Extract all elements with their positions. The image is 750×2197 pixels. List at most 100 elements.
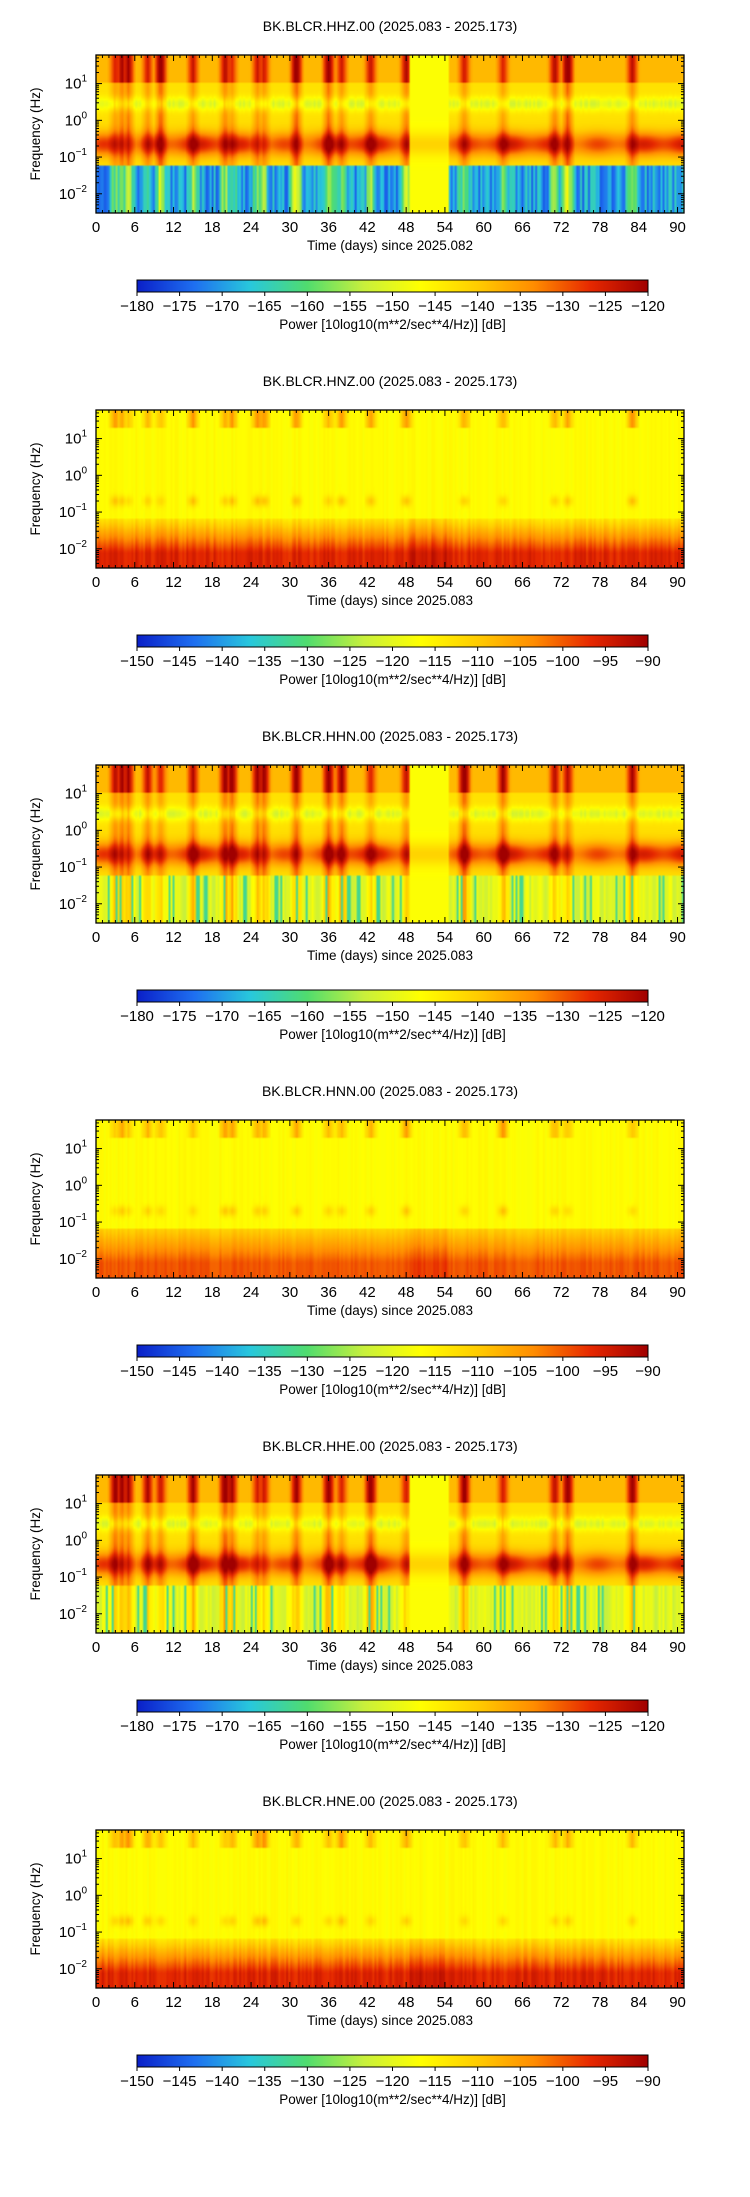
x-tick-label: 6 xyxy=(131,219,139,236)
colorbar-tick-label: −120 xyxy=(376,653,410,670)
x-tick-label: 36 xyxy=(320,574,337,591)
colorbar-tick-label: −125 xyxy=(589,1008,623,1025)
colorbar-tick-label: −165 xyxy=(248,1008,282,1025)
colorbar-label: Power [10log10(m**2/sec**4/Hz)] [dB] xyxy=(279,672,506,687)
y-tick-label: 10−2 xyxy=(59,1604,88,1623)
colorbar-tick-label: −165 xyxy=(248,1718,282,1735)
y-tick-label: 10−2 xyxy=(59,184,88,203)
x-tick-label: 0 xyxy=(92,1284,100,1301)
colorbar-tick-label: −160 xyxy=(290,1718,324,1735)
y-axis-label: Frequency (Hz) xyxy=(28,1507,43,1600)
y-tick-label: 10−2 xyxy=(59,539,88,558)
colorbar-tick-label: −120 xyxy=(631,298,665,315)
panel-title: BK.BLCR.HHE.00 (2025.083 - 2025.173) xyxy=(262,1438,517,1454)
colorbar-tick-label: −175 xyxy=(163,1008,197,1025)
x-axis-label: Time (days) since 2025.083 xyxy=(307,1658,473,1673)
x-tick-label: 18 xyxy=(204,574,221,591)
y-axis-label: Frequency (Hz) xyxy=(28,1152,43,1245)
colorbar-tick-label: −175 xyxy=(163,1718,197,1735)
x-tick-label: 90 xyxy=(669,1639,686,1656)
x-tick-label: 30 xyxy=(282,1284,299,1301)
plot-frame xyxy=(95,409,685,569)
colorbar-tick-label: −145 xyxy=(418,298,452,315)
colorbar xyxy=(136,1344,649,1358)
colorbar-tick-label: −120 xyxy=(631,1008,665,1025)
colorbar-tick-label: −180 xyxy=(120,1008,154,1025)
colorbar-label: Power [10log10(m**2/sec**4/Hz)] [dB] xyxy=(279,2092,506,2107)
colorbar-tick-label: −130 xyxy=(546,1008,580,1025)
colorbar-tick-label: −110 xyxy=(461,1363,494,1380)
colorbar xyxy=(136,1699,649,1713)
x-tick-label: 54 xyxy=(437,1639,454,1656)
x-tick-label: 0 xyxy=(92,929,100,946)
y-tick-label: 101 xyxy=(65,784,88,803)
x-tick-label: 90 xyxy=(669,574,686,591)
x-tick-label: 66 xyxy=(514,1284,531,1301)
x-tick-label: 48 xyxy=(398,1284,415,1301)
x-tick-label: 12 xyxy=(165,1994,182,2011)
x-tick-label: 84 xyxy=(630,929,647,946)
spectrogram-panel-2: BK.BLCR.HHN.00 (2025.083 - 2025.173) 0 6 12… xyxy=(28,728,686,1042)
y-tick-label: 101 xyxy=(65,1494,88,1513)
x-tick-label: 42 xyxy=(359,929,376,946)
y-axis-label: Frequency (Hz) xyxy=(28,1862,43,1955)
colorbar-tick-label: −140 xyxy=(461,298,495,315)
colorbar-tick-label: −135 xyxy=(248,2073,282,2090)
x-tick-label: 24 xyxy=(243,1639,260,1656)
x-tick-label: 24 xyxy=(243,1284,260,1301)
colorbar-tick-label: −100 xyxy=(546,653,580,670)
x-tick-label: 72 xyxy=(553,929,570,946)
colorbar xyxy=(136,634,649,648)
y-tick-label: 10−1 xyxy=(59,147,88,166)
x-tick-label: 54 xyxy=(437,1284,454,1301)
x-tick-label: 6 xyxy=(131,574,139,591)
colorbar-tick-label: −130 xyxy=(290,653,324,670)
x-tick-label: 48 xyxy=(398,1994,415,2011)
spectrogram-panel-4: BK.BLCR.HHE.00 (2025.083 - 2025.173) 0 6 12… xyxy=(28,1438,686,1752)
x-tick-label: 18 xyxy=(204,929,221,946)
colorbar-tick-label: −180 xyxy=(120,1718,154,1735)
x-tick-label: 30 xyxy=(282,574,299,591)
colorbar-label: Power [10log10(m**2/sec**4/Hz)] [dB] xyxy=(279,1737,506,1752)
y-tick-label: 101 xyxy=(65,1139,88,1158)
y-tick-label: 10−1 xyxy=(59,1212,88,1231)
colorbar-tick-label: −120 xyxy=(376,1363,410,1380)
x-tick-label: 48 xyxy=(398,574,415,591)
x-tick-label: 6 xyxy=(131,929,139,946)
colorbar-tick-label: −135 xyxy=(503,298,537,315)
y-tick-label: 100 xyxy=(65,465,88,484)
colorbar-tick-label: −150 xyxy=(120,653,154,670)
plot-frame xyxy=(95,1474,685,1634)
x-tick-label: 72 xyxy=(553,1639,570,1656)
y-tick-label: 10−2 xyxy=(59,1249,88,1268)
x-tick-label: 84 xyxy=(630,1994,647,2011)
x-tick-label: 78 xyxy=(592,574,609,591)
y-tick-label: 100 xyxy=(65,110,88,129)
colorbar-tick-label: −90 xyxy=(635,2073,660,2090)
colorbar-tick-label: −105 xyxy=(503,1363,537,1380)
x-tick-label: 60 xyxy=(475,1284,492,1301)
x-tick-label: 12 xyxy=(165,1639,182,1656)
colorbar-tick-label: −145 xyxy=(163,1363,197,1380)
x-tick-label: 60 xyxy=(475,219,492,236)
colorbar-tick-label: −135 xyxy=(503,1008,537,1025)
x-tick-label: 66 xyxy=(514,219,531,236)
x-tick-label: 72 xyxy=(553,1994,570,2011)
x-tick-label: 78 xyxy=(592,1994,609,2011)
x-tick-label: 66 xyxy=(514,929,531,946)
x-tick-label: 48 xyxy=(398,929,415,946)
colorbar-tick-label: −90 xyxy=(635,653,660,670)
y-tick-label: 10−2 xyxy=(59,894,88,913)
colorbar-tick-label: −115 xyxy=(419,2073,452,2090)
x-tick-label: 54 xyxy=(437,574,454,591)
colorbar-tick-label: −175 xyxy=(163,298,197,315)
colorbar-tick-label: −155 xyxy=(333,1718,367,1735)
x-tick-label: 90 xyxy=(669,929,686,946)
x-tick-label: 48 xyxy=(398,1639,415,1656)
x-tick-label: 78 xyxy=(592,929,609,946)
x-tick-label: 12 xyxy=(165,929,182,946)
x-tick-label: 84 xyxy=(630,219,647,236)
x-tick-label: 66 xyxy=(514,1994,531,2011)
spectrogram-heatmap xyxy=(96,765,684,923)
